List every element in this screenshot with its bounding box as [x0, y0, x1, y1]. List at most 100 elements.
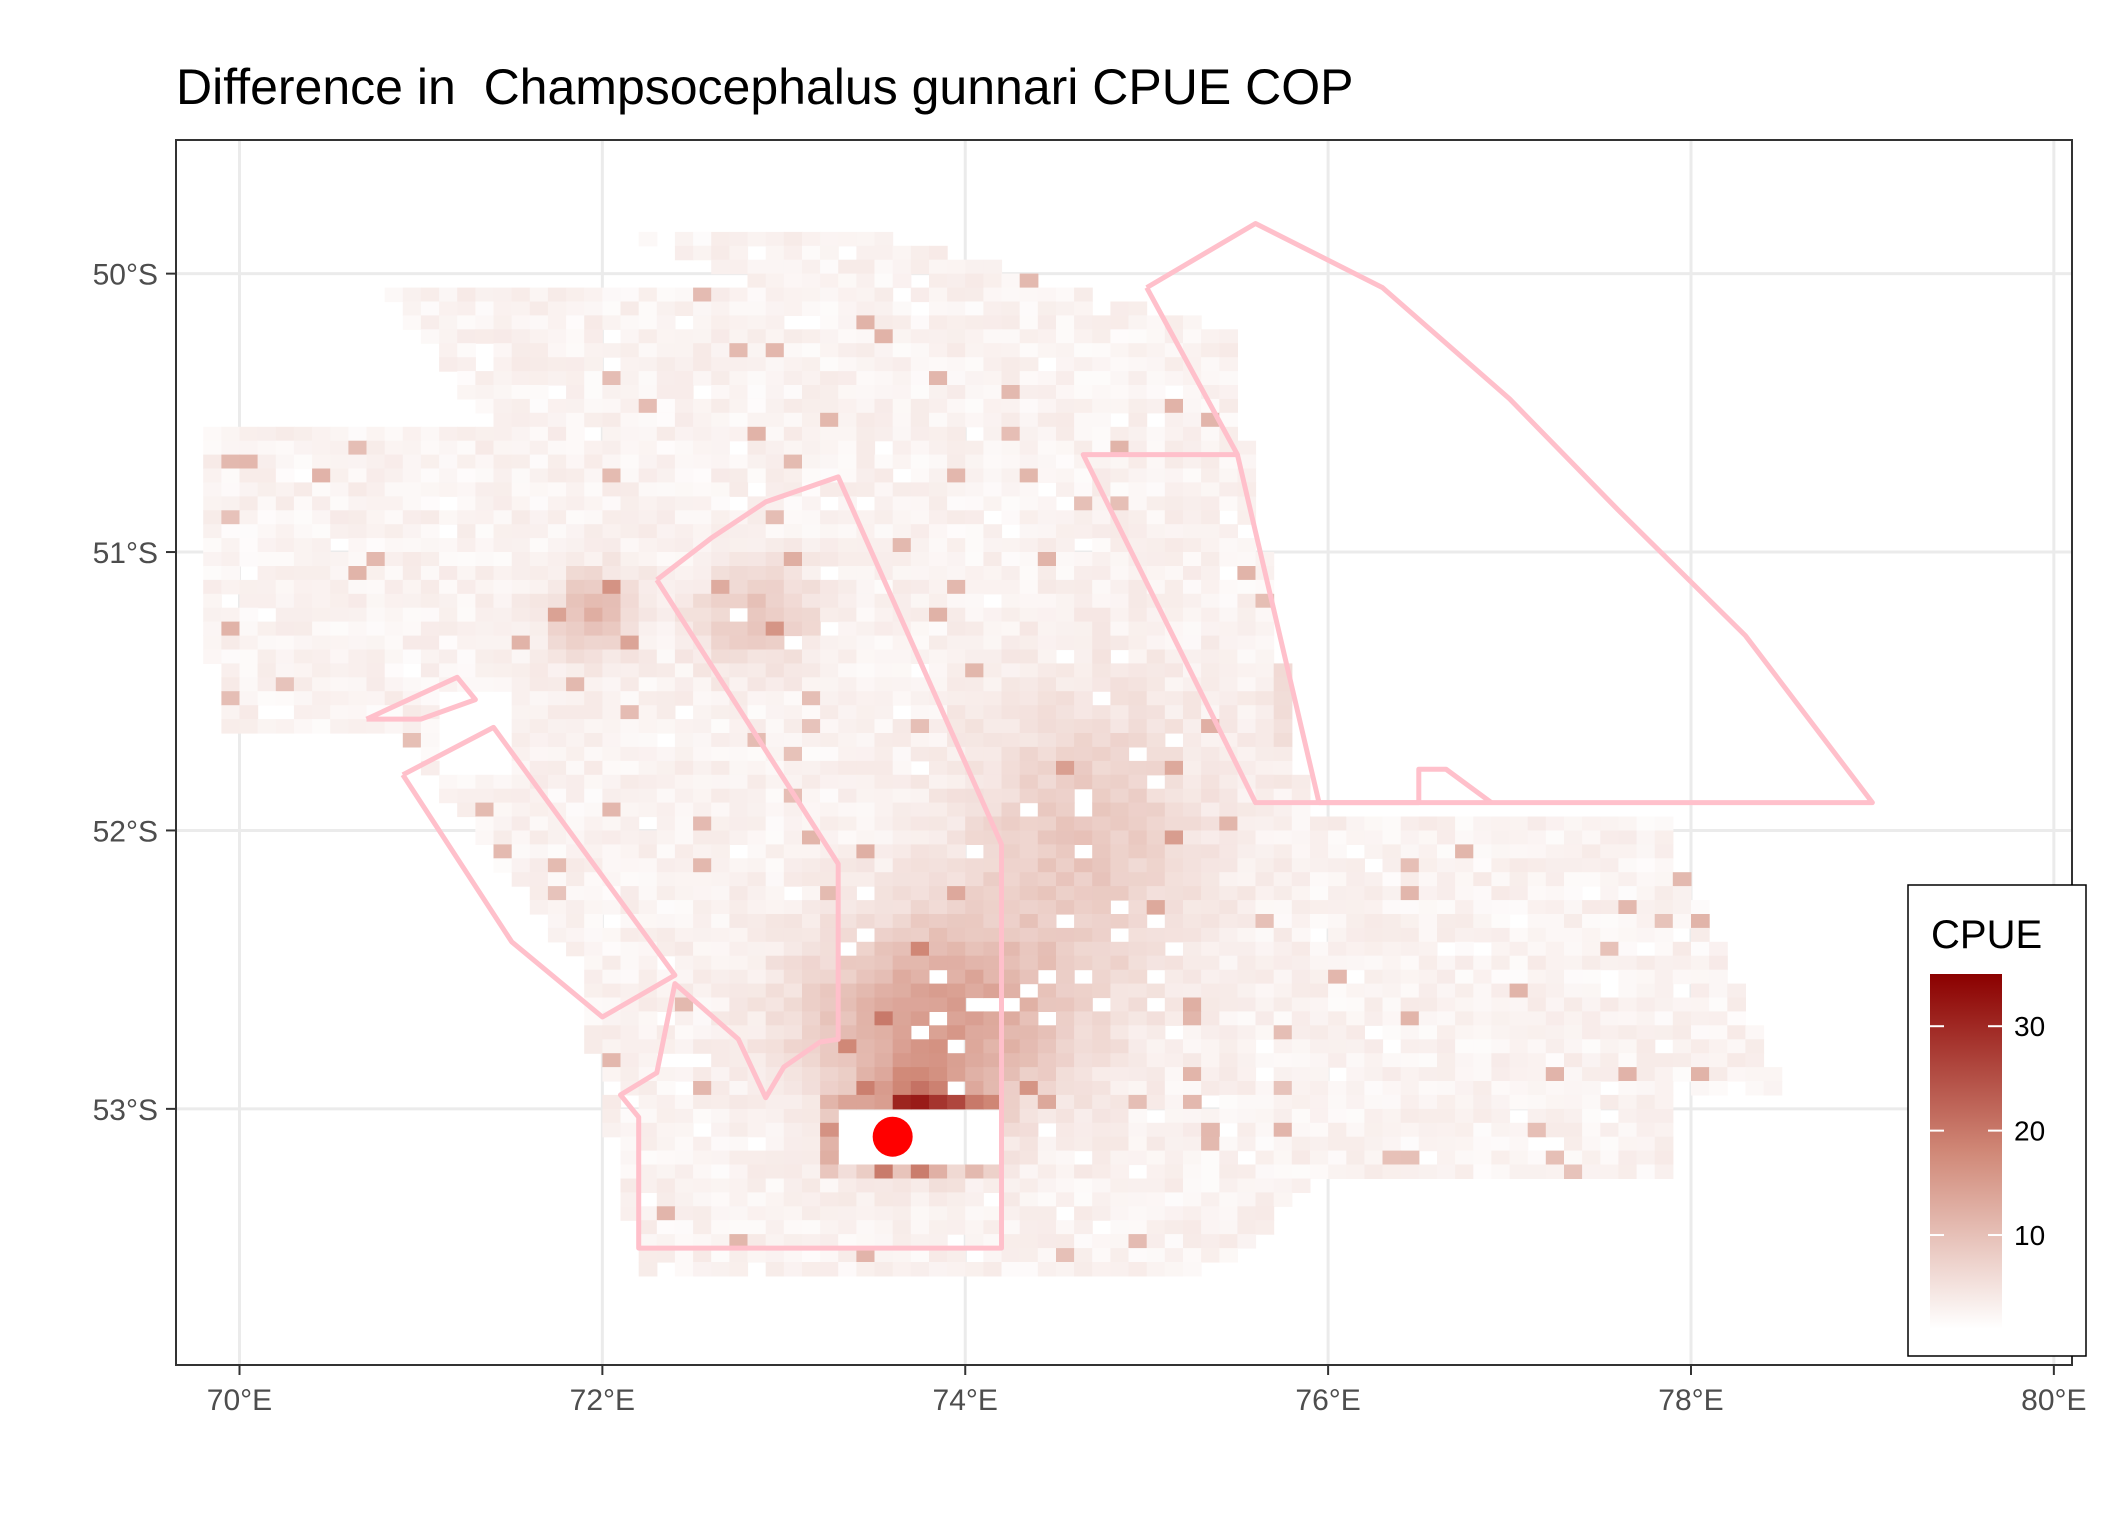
cpue-cell: [929, 886, 948, 901]
cpue-cell: [1092, 607, 1111, 623]
cpue-cell: [1019, 746, 1039, 762]
cpue-cell: [1545, 1122, 1565, 1138]
cpue-cell: [765, 649, 785, 664]
cpue-cell: [892, 746, 912, 762]
cpue-cell: [1328, 886, 1347, 901]
cpue-cell: [1201, 872, 1220, 887]
cpue-cell: [711, 468, 730, 483]
cpue-cell: [1037, 315, 1057, 330]
cpue-cell: [1364, 1081, 1384, 1096]
cpue-cell: [566, 774, 585, 790]
cpue-cell: [1255, 816, 1275, 831]
cpue-cell: [929, 1234, 948, 1249]
cpue-cell: [1019, 287, 1039, 303]
cpue-cell: [1146, 552, 1166, 567]
cpue-cell: [674, 343, 694, 358]
cpue-cell: [783, 983, 803, 999]
cpue-cell: [584, 746, 603, 762]
cpue-cell: [674, 719, 694, 734]
cpue-cell: [1056, 900, 1075, 915]
cpue-cell: [711, 927, 730, 943]
cpue-cell: [1564, 927, 1583, 943]
cpue-cell: [1074, 997, 1093, 1012]
cpue-cell: [674, 1067, 694, 1082]
cpue-cell: [783, 1206, 803, 1221]
cpue-cell: [1382, 858, 1402, 873]
cpue-cell: [1183, 816, 1202, 831]
cpue-cell: [1128, 983, 1148, 999]
cpue-cell: [1164, 844, 1184, 859]
cpue-cell: [656, 886, 676, 901]
cpue-cell: [820, 1234, 839, 1249]
cpue-cell: [1310, 1025, 1329, 1040]
cpue-cell: [1019, 398, 1039, 414]
cpue-cell: [1473, 1136, 1492, 1152]
cpue-cell: [820, 1094, 839, 1110]
cpue-cell: [1074, 927, 1093, 943]
cpue-cell: [674, 412, 694, 428]
cpue-cell: [1019, 900, 1039, 915]
cpue-cell: [656, 1192, 676, 1207]
cpue-cell: [783, 566, 803, 581]
cpue-cell: [1455, 997, 1474, 1012]
cpue-cell: [656, 315, 676, 330]
cpue-cell: [1001, 983, 1021, 999]
cpue-cell: [1201, 1150, 1220, 1166]
cpue-cell: [747, 760, 767, 776]
cpue-cell: [1618, 1053, 1638, 1068]
cpue-cell: [1183, 1262, 1202, 1277]
cpue-cell: [529, 385, 549, 400]
cpue-cell: [1074, 482, 1093, 497]
cpue-cell: [1255, 1164, 1275, 1179]
cpue-cell: [1509, 1122, 1529, 1138]
cpue-cell: [547, 426, 567, 442]
cpue-cell: [221, 454, 241, 470]
cpue-cell: [910, 426, 930, 442]
cpue-cell: [239, 538, 259, 553]
cpue-cell: [1074, 858, 1093, 873]
cpue-cell: [1037, 593, 1057, 609]
cpue-cell: [656, 1150, 676, 1166]
cpue-cell: [1237, 552, 1257, 567]
cpue-cell: [874, 371, 894, 386]
cpue-cell: [729, 1122, 749, 1138]
cpue-cell: [1110, 357, 1130, 372]
cpue-cell: [1183, 886, 1202, 901]
cpue-cell: [620, 440, 640, 456]
cpue-cell: [457, 287, 476, 303]
cpue-cell: [1037, 566, 1057, 581]
cpue-cell: [729, 398, 749, 414]
cpue-cell: [1437, 816, 1456, 831]
cpue-cell: [1146, 1234, 1166, 1249]
cpue-cell: [965, 983, 984, 999]
cpue-cell: [929, 566, 948, 581]
cpue-cell: [638, 287, 658, 303]
cpue-cell: [275, 691, 295, 706]
cpue-cell: [638, 900, 658, 915]
cpue-cell: [1291, 774, 1311, 790]
cpue-cell: [838, 593, 857, 609]
cpue-cell: [1110, 468, 1130, 483]
cpue-cell: [856, 746, 876, 762]
cpue-cell: [1110, 635, 1130, 651]
cpue-cell: [674, 579, 694, 595]
cpue-cell: [1310, 1067, 1329, 1082]
cpue-cell: [910, 746, 930, 762]
cpue-cell: [729, 760, 749, 776]
cpue-cell: [674, 482, 694, 497]
cpue-cell: [1092, 858, 1111, 873]
cpue-cell: [965, 955, 984, 971]
cpue-cell: [1328, 1150, 1347, 1166]
cpue-cell: [1110, 955, 1130, 971]
cpue-cell: [1273, 1011, 1293, 1026]
cpue-cell: [493, 315, 513, 330]
cpue-cell: [711, 844, 730, 859]
cpue-cell: [693, 426, 712, 442]
cpue-cell: [856, 1178, 876, 1193]
cpue-cell: [475, 301, 495, 316]
cpue-cell: [1110, 426, 1130, 442]
cpue-cell: [1001, 705, 1021, 720]
cpue-cell: [493, 566, 513, 581]
cpue-cell: [729, 719, 749, 734]
